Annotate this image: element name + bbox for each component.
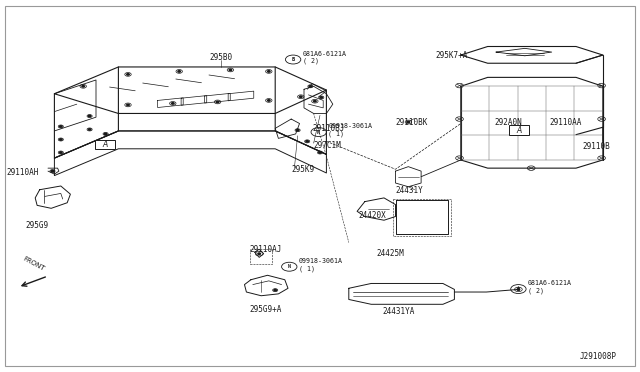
Text: N: N — [288, 264, 291, 269]
Text: 295G9: 295G9 — [26, 221, 49, 230]
Text: 29110AJ: 29110AJ — [250, 245, 282, 254]
Text: 081A6-6121A
( 2): 081A6-6121A ( 2) — [303, 51, 347, 64]
Circle shape — [178, 71, 180, 72]
Text: 09918-3061A
( 1): 09918-3061A ( 1) — [299, 258, 343, 272]
Text: N: N — [317, 129, 320, 135]
Circle shape — [104, 133, 107, 135]
Text: B: B — [517, 286, 520, 292]
Text: J291008P: J291008P — [579, 352, 616, 361]
Circle shape — [320, 97, 323, 98]
Circle shape — [306, 141, 308, 142]
Text: 09918-3061A
( 1): 09918-3061A ( 1) — [328, 124, 372, 137]
Circle shape — [314, 100, 316, 102]
Text: 295G9+A: 295G9+A — [250, 305, 282, 314]
Circle shape — [296, 129, 299, 131]
Text: 295B0: 295B0 — [210, 53, 233, 62]
Circle shape — [88, 129, 91, 130]
Circle shape — [229, 69, 232, 71]
Text: 29110BK: 29110BK — [396, 118, 428, 127]
Circle shape — [60, 126, 62, 127]
FancyBboxPatch shape — [509, 125, 529, 135]
Circle shape — [60, 139, 62, 140]
Text: 24431Y: 24431Y — [396, 186, 423, 195]
Circle shape — [127, 74, 129, 75]
Circle shape — [51, 170, 54, 172]
Text: 24420X: 24420X — [358, 211, 386, 220]
Text: 24425M: 24425M — [376, 249, 404, 258]
Circle shape — [82, 86, 84, 87]
Text: A: A — [102, 140, 108, 149]
Circle shape — [407, 121, 410, 123]
Text: 295K7+A: 295K7+A — [435, 51, 468, 60]
FancyBboxPatch shape — [95, 140, 115, 149]
Text: 29110BJ: 29110BJ — [312, 124, 345, 133]
Circle shape — [268, 71, 270, 72]
Circle shape — [127, 104, 129, 106]
Text: 292A0N: 292A0N — [494, 118, 522, 127]
Circle shape — [258, 253, 260, 254]
Text: FRONT: FRONT — [22, 256, 45, 272]
Text: 295K9: 295K9 — [291, 165, 314, 174]
Circle shape — [88, 115, 91, 117]
Text: 29110B: 29110B — [582, 142, 610, 151]
Circle shape — [300, 96, 302, 97]
Text: B: B — [292, 57, 294, 62]
Circle shape — [309, 86, 312, 87]
Circle shape — [172, 103, 174, 104]
Text: 24431YA: 24431YA — [383, 307, 415, 316]
Circle shape — [274, 289, 276, 291]
Circle shape — [60, 152, 62, 153]
Text: 29110AA: 29110AA — [549, 118, 582, 127]
Text: 29110AH: 29110AH — [6, 169, 39, 177]
Text: A: A — [516, 126, 522, 135]
Circle shape — [319, 152, 321, 153]
Circle shape — [216, 101, 219, 103]
Circle shape — [268, 100, 270, 101]
Circle shape — [517, 289, 520, 290]
Text: 081A6-6121A
( 2): 081A6-6121A ( 2) — [528, 280, 572, 294]
Text: 297C1M: 297C1M — [314, 141, 341, 150]
